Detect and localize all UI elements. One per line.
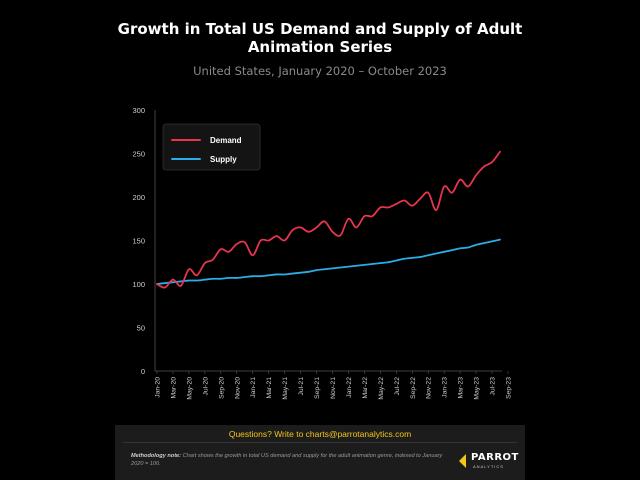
x-tick-label: Jan-22 (346, 377, 353, 398)
y-tick-label: 250 (132, 150, 145, 159)
x-tick-label: Mar-22 (362, 377, 369, 399)
contact-line[interactable]: Questions? Write to charts@parrotanalyti… (228, 429, 412, 439)
x-tick-label: Nov-22 (426, 377, 433, 399)
methodology-note: Methodology note: Chart shows the growth… (131, 452, 451, 468)
logo-name: PARROT (471, 452, 519, 463)
demand-series-line (156, 150, 501, 289)
x-tick-label: May-22 (378, 377, 385, 400)
logo-subtitle: ANALYTICS (473, 464, 504, 469)
methodology-text: Chart shows the growth in total US deman… (131, 453, 443, 467)
y-tick-label: 100 (132, 280, 145, 289)
y-tick-label: 50 (137, 324, 145, 333)
x-tick-label: Sep-23 (505, 377, 512, 399)
x-tick-label: Jul-20 (202, 377, 209, 396)
y-tick-label: 0 (141, 367, 145, 376)
y-tick-label: 200 (132, 193, 145, 202)
chart-page: Growth in Total US Demand and Supply of … (115, 0, 525, 480)
x-tick-label: May-20 (186, 377, 193, 400)
x-tick-label: May-21 (282, 377, 289, 400)
x-tick-label: Jul-23 (490, 377, 497, 396)
legend-label-demand: Demand (210, 136, 242, 145)
x-tick-label: Sep-21 (314, 377, 321, 399)
chart-subtitle: United States, January 2020 – October 20… (193, 64, 447, 78)
x-tick-label: Sep-20 (218, 377, 225, 399)
x-tick-label: Mar-20 (170, 377, 177, 399)
x-tick-label: Jan-21 (250, 377, 257, 398)
x-tick-label: Mar-21 (266, 377, 273, 399)
y-tick-label: 150 (132, 237, 145, 246)
x-tick-label: Jul-21 (298, 377, 305, 396)
x-tick-label: Jan-20 (155, 377, 162, 398)
parrot-logo-icon (459, 454, 466, 468)
legend-label-supply: Supply (210, 155, 237, 164)
chart-title: Growth in Total US Demand and Supply of … (117, 20, 523, 56)
x-tick-label: Jan-23 (442, 377, 449, 398)
x-tick-label: May-23 (474, 377, 481, 400)
methodology-label: Methodology note: (131, 453, 182, 459)
footer-panel (115, 425, 525, 480)
line-chart: 0 50 100 150 200 250 300 Jan-20 Mar-20 May-20 Jul-… (132, 106, 512, 400)
supply-series-line (156, 238, 501, 285)
x-tick-label: Nov-21 (330, 377, 337, 399)
x-tick-label: Nov-20 (234, 377, 241, 399)
x-tick-label: Sep-22 (410, 377, 417, 399)
y-tick-label: 300 (132, 106, 145, 115)
x-tick-label: Jul-22 (394, 377, 401, 396)
footer-divider (123, 442, 517, 443)
x-tick-label: Mar-23 (458, 377, 465, 399)
parrot-logo: PARROT ANALYTICS (459, 452, 519, 474)
